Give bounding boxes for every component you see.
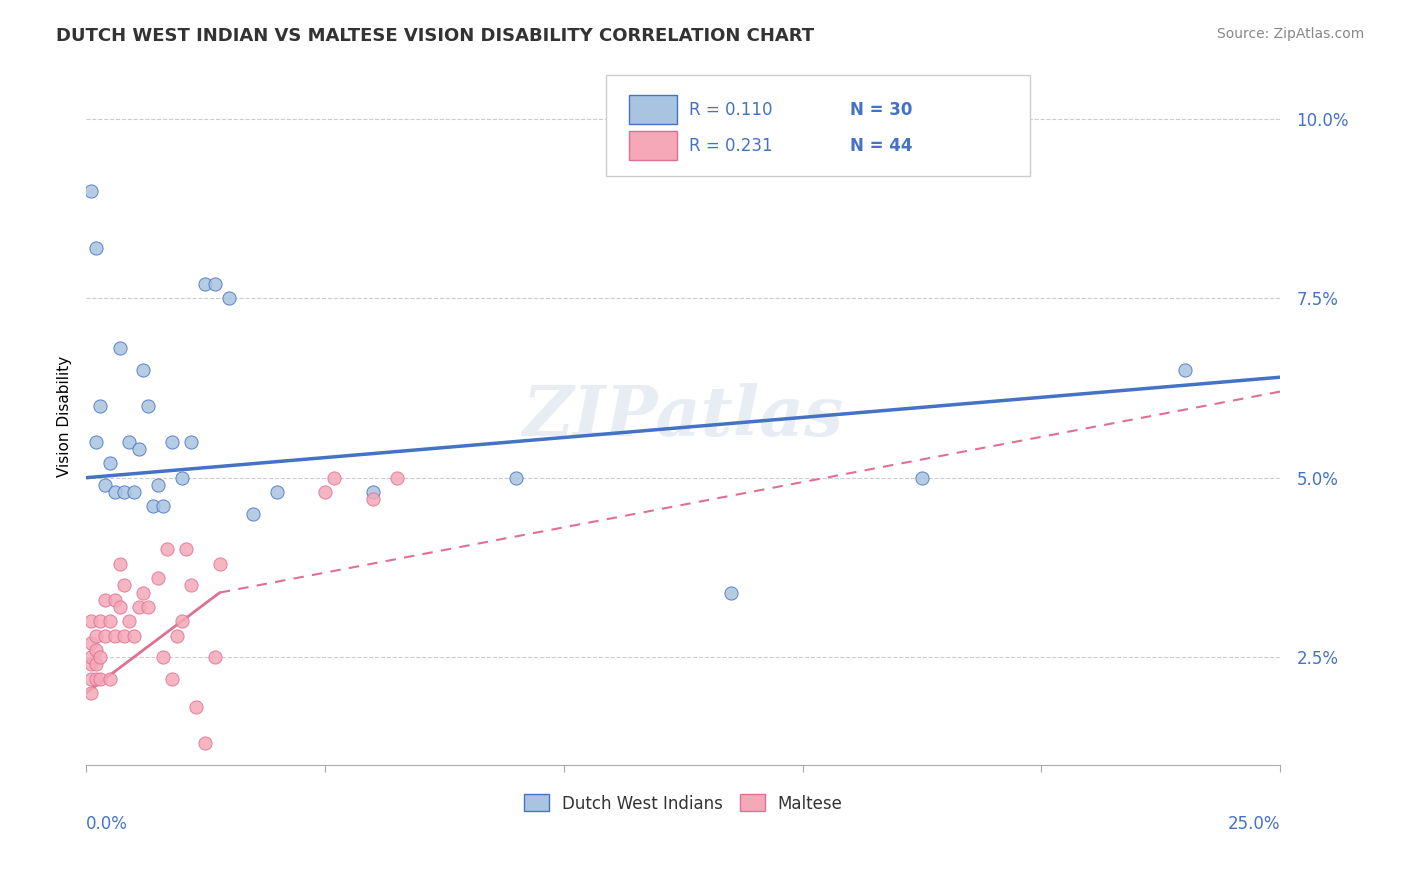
Point [118, 614, 141, 628]
Text: Source: ZipAtlas.com: Source: ZipAtlas.com [1216, 27, 1364, 41]
Point [128, 442, 150, 456]
FancyBboxPatch shape [630, 95, 678, 124]
Point [911, 471, 934, 485]
Point [94, 478, 117, 492]
Point [323, 471, 346, 485]
Point [720, 585, 742, 599]
Point [204, 277, 226, 291]
Point [112, 578, 135, 592]
Point [136, 399, 159, 413]
Point [132, 585, 155, 599]
Point [80, 614, 103, 628]
Point [180, 434, 202, 449]
Point [184, 700, 207, 714]
Point [156, 542, 179, 557]
Point [170, 471, 193, 485]
Point [80, 686, 103, 700]
Point [242, 507, 264, 521]
Point [108, 342, 131, 356]
Point [84, 643, 107, 657]
Point [361, 492, 384, 507]
Text: ZIPatlas: ZIPatlas [523, 383, 844, 450]
Point [122, 629, 145, 643]
Point [385, 471, 408, 485]
Point [89, 672, 111, 686]
Text: DUTCH WEST INDIAN VS MALTESE VISION DISABILITY CORRELATION CHART: DUTCH WEST INDIAN VS MALTESE VISION DISA… [56, 27, 814, 45]
Point [98, 456, 121, 470]
Point [89, 399, 111, 413]
Text: 25.0%: 25.0% [1227, 815, 1281, 833]
Point [180, 578, 202, 592]
Point [136, 599, 159, 614]
Point [80, 672, 103, 686]
Point [118, 434, 141, 449]
Point [146, 571, 169, 585]
Point [176, 542, 198, 557]
Point [94, 592, 117, 607]
Point [160, 672, 183, 686]
Point [160, 434, 183, 449]
Point [104, 629, 127, 643]
Point [80, 657, 103, 672]
Point [194, 736, 217, 750]
Point [166, 629, 188, 643]
Point [98, 614, 121, 628]
Text: R = 0.110: R = 0.110 [689, 101, 773, 119]
Point [112, 629, 135, 643]
Text: 0.0%: 0.0% [86, 815, 128, 833]
Point [84, 241, 107, 255]
Point [108, 599, 131, 614]
Point [80, 184, 103, 198]
Legend: Dutch West Indians, Maltese: Dutch West Indians, Maltese [517, 788, 849, 819]
Point [146, 478, 169, 492]
Point [218, 291, 240, 305]
Point [361, 485, 384, 500]
Text: N = 44: N = 44 [851, 136, 912, 155]
Point [104, 485, 127, 500]
Point [89, 650, 111, 665]
Point [122, 485, 145, 500]
Point [208, 557, 231, 571]
Point [112, 485, 135, 500]
Point [314, 485, 336, 500]
Point [94, 629, 117, 643]
Point [152, 500, 174, 514]
Point [1174, 363, 1197, 377]
Y-axis label: Vision Disability: Vision Disability [58, 356, 72, 477]
Point [128, 599, 150, 614]
Point [132, 363, 155, 377]
FancyBboxPatch shape [606, 76, 1029, 177]
Point [108, 557, 131, 571]
Point [266, 485, 288, 500]
Text: R = 0.231: R = 0.231 [689, 136, 773, 155]
Point [505, 471, 527, 485]
Point [152, 650, 174, 665]
Point [84, 657, 107, 672]
Point [170, 614, 193, 628]
FancyBboxPatch shape [630, 131, 678, 161]
Point [98, 672, 121, 686]
Point [204, 650, 226, 665]
Point [84, 434, 107, 449]
Point [194, 277, 217, 291]
Point [84, 629, 107, 643]
Point [142, 500, 165, 514]
Point [80, 636, 103, 650]
Point [89, 614, 111, 628]
Point [84, 672, 107, 686]
Point [80, 650, 103, 665]
Point [104, 592, 127, 607]
Text: N = 30: N = 30 [851, 101, 912, 119]
